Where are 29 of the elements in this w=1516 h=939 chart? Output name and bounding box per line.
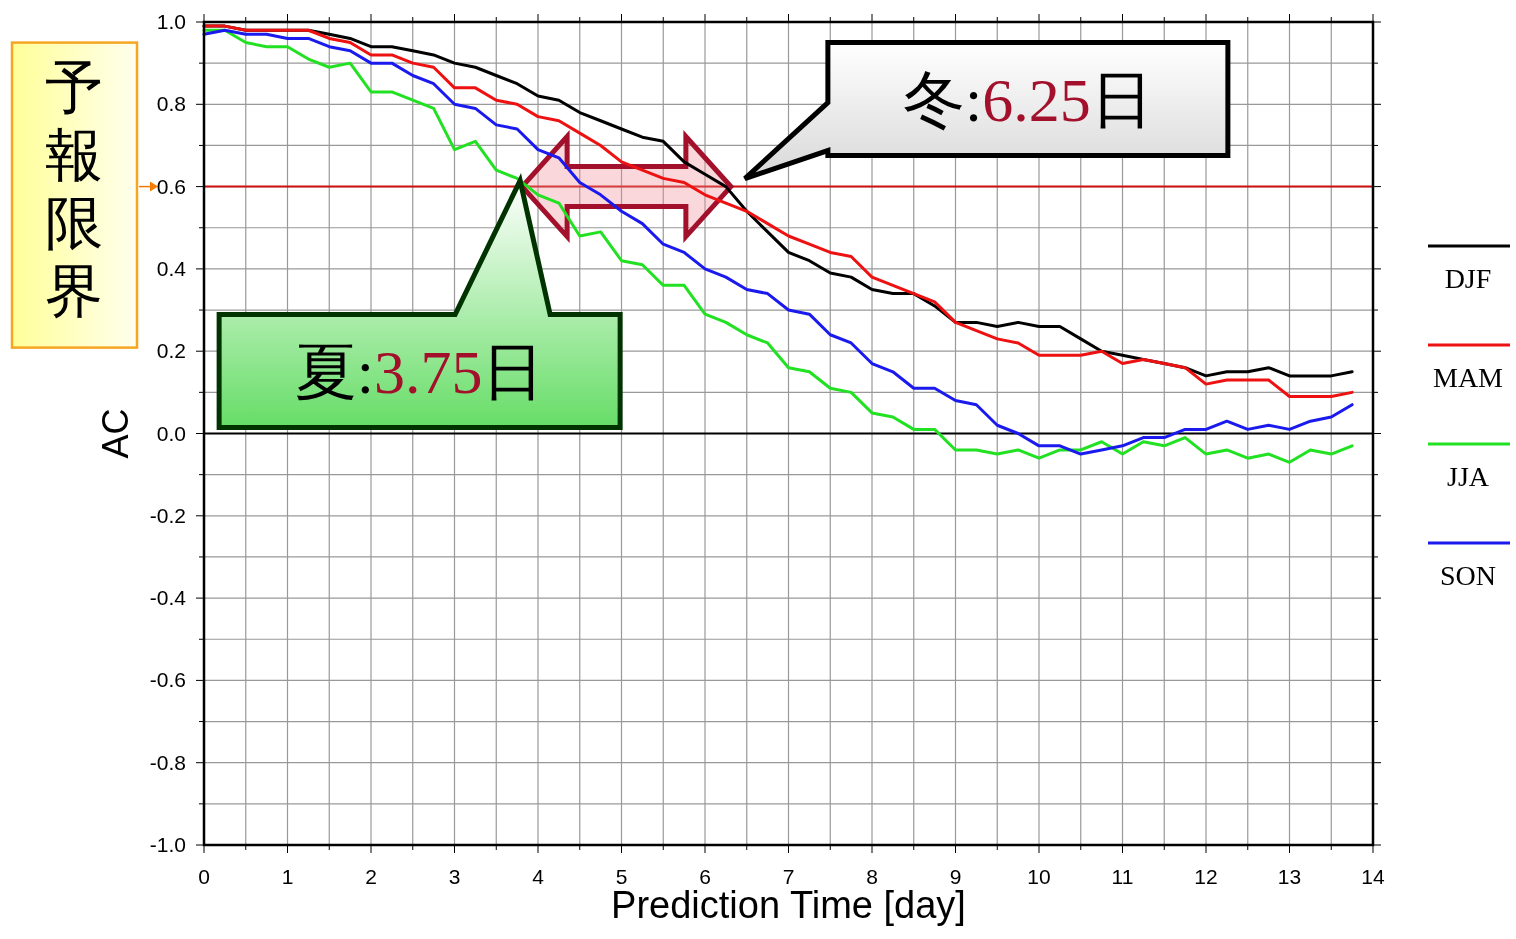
x-tick-label: 3 bbox=[448, 865, 461, 888]
x-tick-label: 12 bbox=[1194, 865, 1218, 888]
y-tick-label: -1.0 bbox=[149, 833, 186, 856]
x-tick-label: 14 bbox=[1361, 865, 1385, 888]
y-tick-label: 0.2 bbox=[156, 339, 186, 363]
legend-label: SON bbox=[1439, 560, 1497, 591]
x-tick-label: 4 bbox=[532, 865, 545, 888]
y-tick-label: 1.0 bbox=[156, 10, 186, 33]
y-tick-label: -0.6 bbox=[149, 668, 186, 692]
ref-line-label: 予報限界 bbox=[45, 53, 103, 323]
annotation: 夏:3.75日 bbox=[294, 338, 545, 407]
y-tick-label: -0.4 bbox=[149, 586, 187, 610]
y-tick-label: 0.6 bbox=[156, 174, 186, 198]
legend-label: MAM bbox=[1432, 362, 1504, 393]
y-axis-title: AC bbox=[95, 408, 136, 459]
legend-label: DJF bbox=[1444, 263, 1492, 294]
x-tick-label: 10 bbox=[1027, 865, 1051, 888]
x-tick-label: 2 bbox=[365, 865, 377, 888]
y-tick-label: -0.8 bbox=[149, 750, 186, 774]
x-tick-label: 13 bbox=[1277, 865, 1302, 888]
y-tick-label: 0.0 bbox=[156, 421, 186, 445]
x-tick-label: 11 bbox=[1111, 865, 1134, 888]
x-tick-label: 1 bbox=[281, 865, 294, 888]
y-tick-label: 0.8 bbox=[156, 92, 186, 116]
annotation: 冬:6.25日 bbox=[903, 66, 1153, 135]
x-tick-label: 0 bbox=[198, 865, 210, 888]
y-tick-label: -0.2 bbox=[149, 503, 186, 527]
y-tick-label: 0.4 bbox=[156, 256, 187, 280]
legend-label: JJA bbox=[1446, 461, 1490, 492]
